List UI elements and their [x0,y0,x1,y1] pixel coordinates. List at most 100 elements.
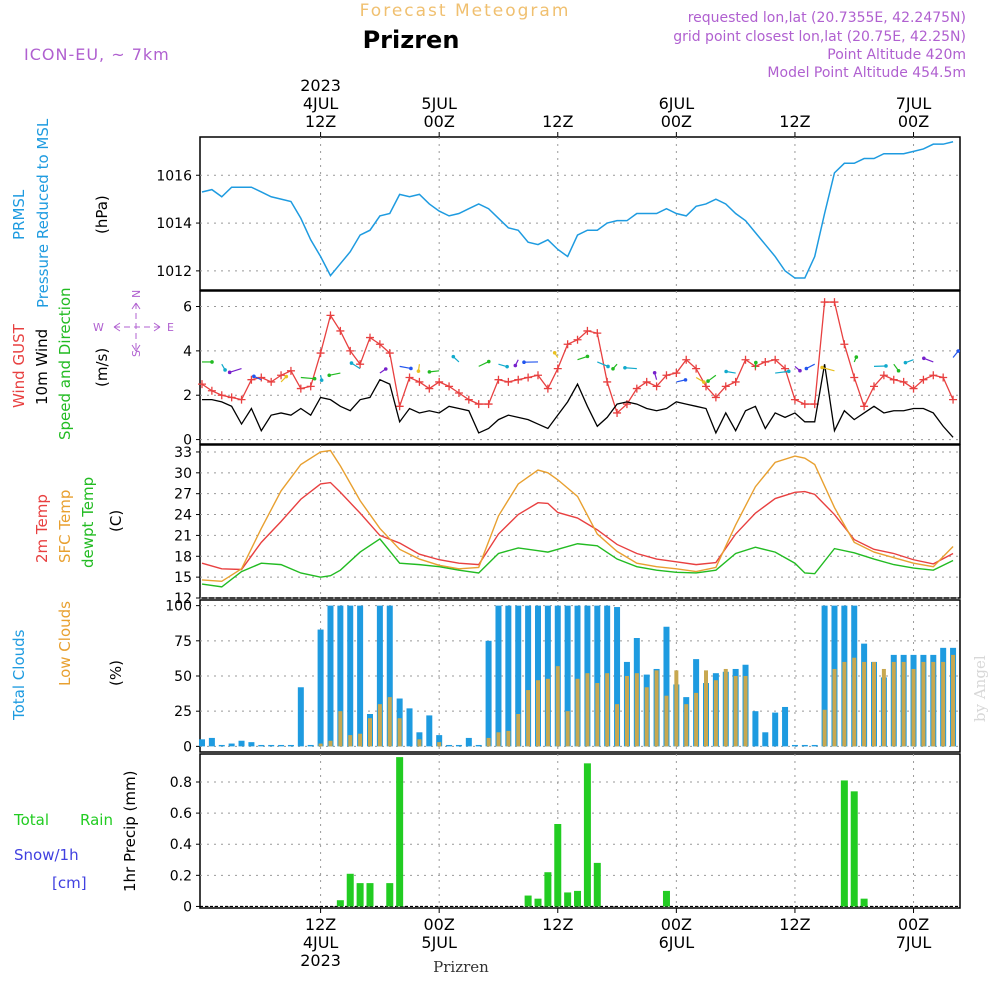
bottom-tick-label: 5JUL [421,933,457,952]
rain-bar [860,898,868,907]
low-clouds-bar [605,673,610,747]
top-tick-label: 5JUL [421,94,457,113]
low-clouds-bar [565,711,570,747]
gust-point [425,384,434,393]
compass-n: N [130,290,143,298]
total-clouds-bar [574,605,581,747]
gust-point [346,346,355,355]
gust-point [652,382,661,391]
total-clouds-bar [762,732,769,747]
low-clouds-bar [852,657,857,747]
gust-point [277,371,286,380]
gust-point [771,355,780,364]
total-clouds-bar [752,711,759,747]
gust-point [682,355,691,364]
gust-point [909,384,918,393]
total-clouds-bar [307,744,314,747]
low-clouds-bar [694,692,699,747]
gust-point [267,377,276,386]
y-tick-label: 27 [174,487,192,503]
snow-label: Snow/1h [14,846,79,864]
low-clouds-bar [536,680,540,747]
wind-arrow-head [552,350,557,355]
gust-point [356,360,365,369]
total-clouds-bar [455,744,462,747]
gust-point [454,389,463,397]
total-clouds-bar [535,605,541,747]
low-clouds-bar [526,690,531,747]
total-clouds-bar [544,605,551,747]
y-tick-label: 0 [183,739,192,755]
wind-arrow-head [922,356,926,361]
grid-point-coords: grid point closest lon,lat (20.75E, 42.2… [673,29,966,45]
low-clouds-bar [704,670,708,747]
wind-arrow-head [903,360,908,365]
gust-point [504,377,513,386]
y-tick-label: 1014 [156,216,192,232]
wind-direction-arrow [821,366,835,372]
y-tick-label: 2 [183,388,192,404]
wind-direction-arrow [229,368,242,373]
gust-point [494,375,503,384]
total-clouds-label: Total Clouds [10,629,28,721]
wind-arrow-head [956,349,961,353]
wind-arrow-head [319,378,324,383]
total-clouds-bar [248,742,255,747]
wind-arrow-head [522,360,526,365]
gust-point [692,364,701,373]
gust-point [593,329,602,338]
rain-bar [840,780,848,907]
top-tick-label: 2023 [300,76,341,95]
low-clouds-bar [684,704,689,747]
y-tick-label: 12 [174,591,192,607]
wind-speed-line [202,364,954,438]
low-clouds-bar [506,730,511,747]
total-clouds-bar [801,744,808,747]
low-clouds-bar [723,668,728,747]
bottom-tick-label: 2023 [300,951,341,970]
gust-point [247,375,256,384]
gust-point [583,326,592,335]
top-tick-label: 12Z [542,112,573,131]
total-clouds-bar [287,744,294,747]
gust-point [257,373,266,382]
prmsl-label: PRMSL [10,189,28,240]
wind-arrow-head [798,368,802,373]
gust-point [790,395,799,404]
y-tick-label: 75 [174,634,192,650]
requested-coords: requested lon,lat (20.7355E, 42.2475N) [688,10,966,26]
low-clouds-bar [338,711,343,747]
y-tick-label: 1012 [156,264,192,280]
low-clouds-bar [377,704,382,747]
low-clouds-bar [417,739,422,747]
low-clouds-bar [901,661,906,747]
low-clouds-bar [615,704,620,747]
wind-arrow-head [427,370,432,374]
low-clouds-bar [624,676,629,747]
y-tick-label: 15 [174,570,192,586]
top-tick-label: 7JUL [896,94,932,113]
y-tick-label: 21 [174,528,192,544]
wind-arrow-head [786,369,791,374]
rain-bar [544,872,552,907]
model-altitude: Model Point Altitude 454.5m [767,65,966,81]
wind-panel: 0 2 4 6 [183,290,961,449]
total-clouds-bar [327,605,334,747]
wind-direction-arrow [597,361,609,368]
y-tick-label: 6 [183,300,192,316]
total-clouds-bar [297,687,304,747]
gust-point [286,366,295,375]
gust-point [207,386,216,395]
model-label: ICON-EU, ~ 7km [24,45,170,64]
y-tick-label: 24 [174,508,192,524]
wind-arrow-head [409,366,413,371]
total-clouds-bar [614,607,621,747]
low-clouds-bar [358,733,363,747]
wind-arrow-head [804,366,809,371]
gust-point [731,377,740,386]
total-rain-label-rain: Rain [80,811,113,829]
gust-point [899,377,908,386]
gust-point [702,382,710,391]
footer-location: Prizren [433,958,489,976]
top-tick-label: 12Z [305,112,336,131]
